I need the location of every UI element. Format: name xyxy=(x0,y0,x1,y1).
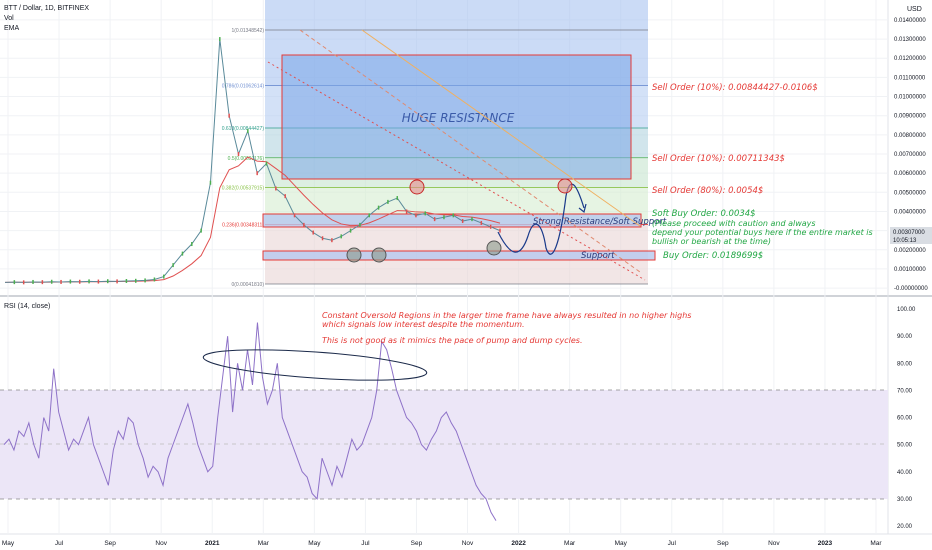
time-tick-label: Jul xyxy=(361,540,370,547)
rsi-band xyxy=(0,390,888,499)
time-tick-label: Jul xyxy=(668,540,677,547)
last-price-tag xyxy=(890,227,932,244)
rsi-tick-label: 20.00 xyxy=(897,524,913,530)
price-tick-label: 0.00100000 xyxy=(894,267,926,273)
projection-arrow-icon xyxy=(578,203,587,214)
rsi-note-2: which signals low interest despite the m… xyxy=(322,320,525,329)
price-tick-label: 0.00600000 xyxy=(894,171,926,177)
fib-label: 0.382(0.00537915) xyxy=(222,186,265,192)
price-tick-label: 0.01100000 xyxy=(894,75,926,81)
time-tick-label: Sep xyxy=(104,540,116,547)
price-tick-label: 0.01200000 xyxy=(894,56,926,62)
time-tick-label: Mar xyxy=(564,540,576,547)
price-tick-label: 0.00500000 xyxy=(894,190,926,196)
fib-label: 0.236(0.00348311) xyxy=(222,222,264,228)
time-tick-label: Mar xyxy=(258,540,270,547)
time-tick-label: May xyxy=(308,540,321,547)
huge-resistance-label: HUGE RESISTANCE xyxy=(402,111,515,125)
rsi-note-3: This is not good as it mimics the pace o… xyxy=(322,336,583,345)
rsi-tick-label: 70.00 xyxy=(897,388,913,394)
price-tick-label: 0.00800000 xyxy=(894,133,926,139)
price-tick-label: 0.01300000 xyxy=(894,37,926,43)
time-tick-label: Sep xyxy=(717,540,729,547)
rsi-line xyxy=(3,322,497,521)
time-tick-label: 2021 xyxy=(205,540,220,547)
price-tick-label: 0.00900000 xyxy=(894,114,926,120)
fib-label: 0(0.00041810) xyxy=(231,282,264,288)
marker-circle-bottom-2[interactable] xyxy=(371,247,387,263)
time-axis[interactable]: May Jul Sep Nov 2021 Mar May Jul Sep Nov 2022 Mar Ma… xyxy=(2,540,883,547)
rsi-note-1: Constant Oversold Regions in the larger … xyxy=(322,311,691,320)
rsi-tick-label: 80.00 xyxy=(897,361,913,367)
time-tick-label: Jul xyxy=(55,540,64,547)
price-tick-label: 0.00700000 xyxy=(894,152,926,158)
huge-resistance-box[interactable] xyxy=(281,54,632,180)
rsi-tick-label: 60.00 xyxy=(897,416,913,422)
soft-buy-line-1: Soft Buy Order: 0.0034$ xyxy=(652,209,756,219)
price-tick-label: 0.01400000 xyxy=(894,18,926,24)
last-price-time: 10:05:13 xyxy=(893,238,917,244)
time-tick-label: May xyxy=(2,540,15,547)
strong-resistance-label: Strong Resistance/Soft Support xyxy=(533,217,667,227)
currency-label: USD xyxy=(907,6,922,13)
sell-order-2: Sell Order (10%): 0.00711343$ xyxy=(652,154,785,164)
price-series xyxy=(4,37,501,285)
sell-order-3: Sell Order (80%): 0.0054$ xyxy=(652,186,763,196)
price-tick-label: 0.00400000 xyxy=(894,209,926,215)
sell-order-1: Sell Order (10%): 0.00844427-0.0106$ xyxy=(652,83,818,93)
time-tick-label: Nov xyxy=(768,540,780,547)
marker-circle-bottom-3[interactable] xyxy=(486,240,502,256)
support-label: Support xyxy=(581,251,615,261)
soft-buy-line-2: (Please proceed with caution and always xyxy=(652,219,816,228)
price-line xyxy=(4,39,501,283)
rsi-tick-label: 100.00 xyxy=(897,307,916,313)
marker-circle-top-1[interactable] xyxy=(409,179,425,195)
fib-band xyxy=(265,0,648,30)
rsi-tick-label: 30.00 xyxy=(897,497,913,503)
time-tick-label: 2023 xyxy=(818,540,833,547)
rsi-tick-label: 90.00 xyxy=(897,334,913,340)
price-tick-label: 0.01000000 xyxy=(894,95,926,101)
soft-buy-line-4: bullish or bearish at the time) xyxy=(652,237,771,246)
strong-resistance-box[interactable] xyxy=(262,213,642,228)
buy-order: Buy Order: 0.0189699$ xyxy=(663,251,763,261)
time-tick-label: Nov xyxy=(462,540,474,547)
time-tick-label: Sep xyxy=(411,540,423,547)
rsi-highlight-ellipse[interactable] xyxy=(202,344,428,386)
rsi-tick-label: 50.00 xyxy=(897,443,913,449)
fib-label: 0.786(0.01062614) xyxy=(222,84,265,90)
price-axis[interactable]: 0.01400000 0.01300000 0.01200000 0.01100000… xyxy=(894,18,928,292)
marker-circle-bottom-1[interactable] xyxy=(346,247,362,263)
trendline-2[interactable] xyxy=(361,29,641,227)
price-tick-label: 0.00200000 xyxy=(894,248,926,254)
vol-legend[interactable]: Vol xyxy=(4,15,14,22)
symbol-title[interactable]: BTT / Dollar, 1D, BITFINEX xyxy=(4,5,89,12)
time-tick-label: May xyxy=(615,540,628,547)
soft-buy-line-3: depend your potential buys here if the e… xyxy=(652,228,873,237)
marker-circle-top-2[interactable] xyxy=(557,178,573,194)
rsi-axis[interactable]: 100.00 90.00 80.00 70.00 60.00 50.00 40.00 30.0… xyxy=(897,307,916,530)
rsi-series xyxy=(3,322,497,521)
fib-label: 0.618(0.00844427) xyxy=(222,126,265,132)
ema-legend[interactable]: EMA xyxy=(4,25,20,32)
fib-label: 1(0.01348542) xyxy=(231,28,264,34)
time-tick-label: Mar xyxy=(870,540,882,547)
time-tick-label: Nov xyxy=(155,540,167,547)
last-price-value: 0.00307000 xyxy=(893,230,925,236)
rsi-tick-label: 40.00 xyxy=(897,470,913,476)
rsi-legend[interactable]: RSI (14, close) xyxy=(4,303,50,310)
time-tick-label: 2022 xyxy=(511,540,526,547)
support-box[interactable] xyxy=(262,250,656,261)
price-tick-label: -0.00000000 xyxy=(894,286,928,292)
